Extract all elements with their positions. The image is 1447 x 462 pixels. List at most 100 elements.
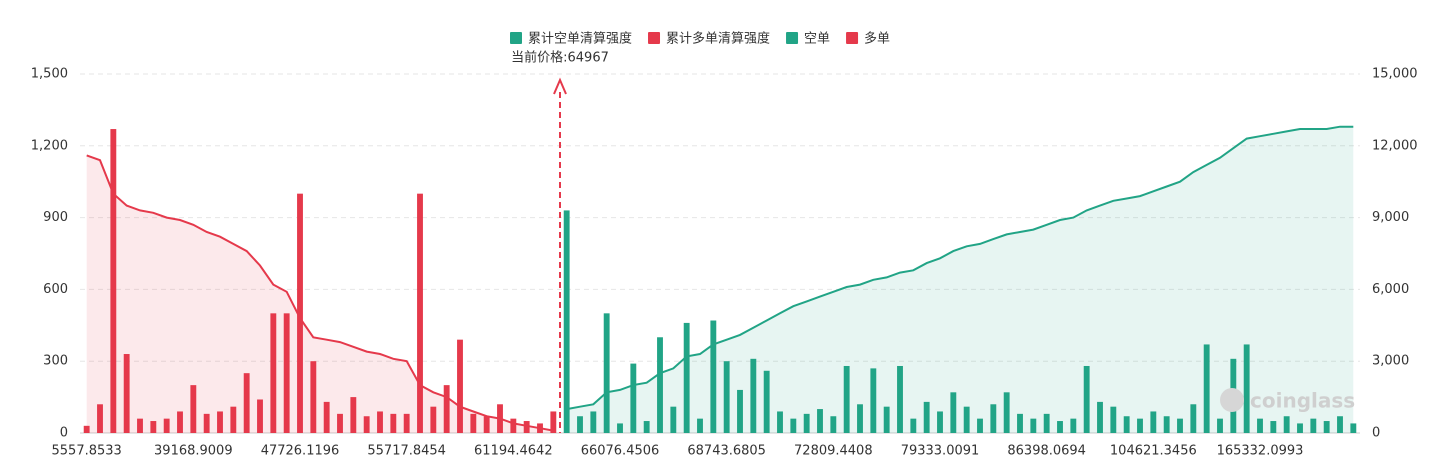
bar <box>403 413 410 433</box>
y2-tick-label: 6,000 <box>1372 282 1409 297</box>
bar <box>1137 418 1143 433</box>
bar <box>1323 421 1330 433</box>
bar <box>457 339 463 433</box>
bar <box>497 404 503 433</box>
legend-label: 空单 <box>804 32 830 47</box>
bar <box>683 322 690 433</box>
cumulative-line <box>86 154 554 432</box>
bar <box>577 416 583 433</box>
bar <box>763 370 770 433</box>
bar <box>750 358 757 433</box>
x-tick-label: 39168.9009 <box>154 444 233 459</box>
x-tick-label: 55717.8454 <box>367 444 446 459</box>
bar <box>830 416 837 433</box>
bar <box>550 411 557 433</box>
bar <box>870 368 877 433</box>
bar <box>190 385 197 433</box>
bar <box>777 411 783 433</box>
y-tick-label: 1,200 <box>31 138 68 153</box>
bar <box>950 392 957 433</box>
x-tick-label: 47726.1196 <box>261 444 340 459</box>
bar <box>643 421 650 433</box>
current-price-arrow <box>553 77 567 95</box>
legend-swatch <box>846 32 859 44</box>
bar <box>323 401 330 433</box>
x-tick-label: 72809.4408 <box>794 444 873 459</box>
y-tick-label: 600 <box>43 282 68 297</box>
bar <box>883 406 890 433</box>
x-tick-label: 61194.4642 <box>474 444 553 459</box>
y-tick-label: 1,500 <box>31 67 68 82</box>
bar <box>430 406 437 433</box>
y2-tick-label: 0 <box>1372 426 1380 441</box>
bar <box>283 313 290 433</box>
bar <box>443 385 450 433</box>
x-tick-label: 79333.0091 <box>901 444 980 459</box>
watermark-logo <box>1220 388 1244 412</box>
bar <box>1177 418 1183 433</box>
bar <box>563 210 570 433</box>
y-tick-label: 0 <box>60 426 68 441</box>
y2-tick-label: 9,000 <box>1372 210 1409 225</box>
bar <box>123 354 130 433</box>
x-tick-label: 165332.0993 <box>1217 444 1304 459</box>
bar <box>417 193 423 433</box>
x-tick-label: 66076.4506 <box>581 444 660 459</box>
x-tick-label: 5557.8533 <box>52 444 122 459</box>
bar <box>363 416 370 433</box>
bar <box>1297 423 1303 433</box>
bar <box>1203 344 1210 433</box>
bar <box>270 313 277 433</box>
y-tick-label: 300 <box>43 354 68 369</box>
bar <box>803 413 810 433</box>
bar <box>697 418 703 433</box>
y2-tick-label: 12,000 <box>1372 138 1418 153</box>
bar <box>1337 416 1343 433</box>
bar <box>1243 344 1250 433</box>
legend-label: 多单 <box>864 31 890 47</box>
bar <box>257 399 263 433</box>
bar <box>1270 421 1277 433</box>
bar <box>1110 406 1117 433</box>
bar <box>1217 418 1223 433</box>
bar <box>990 404 997 433</box>
bar <box>390 413 397 433</box>
bar <box>857 404 863 433</box>
area-fill <box>566 126 1354 433</box>
x-tick-label: 86398.0694 <box>1007 444 1086 459</box>
bar <box>1310 418 1317 433</box>
bar <box>350 397 357 433</box>
bar <box>337 413 343 433</box>
bar <box>910 418 917 433</box>
bar <box>217 411 223 433</box>
bar <box>243 373 250 433</box>
bar <box>230 406 237 433</box>
bar <box>1070 418 1077 433</box>
area-fill <box>86 155 554 433</box>
current-price-label: 当前价格:64967 <box>511 50 609 66</box>
bar <box>470 413 477 433</box>
bar <box>1017 413 1023 433</box>
bar <box>657 337 663 433</box>
watermark: coinglass <box>1250 389 1355 413</box>
bar <box>590 411 597 433</box>
legend-swatch <box>648 32 661 44</box>
bar <box>710 320 717 433</box>
bar <box>1190 404 1197 433</box>
bar <box>1150 411 1157 433</box>
bar <box>817 409 823 433</box>
bar <box>177 411 183 433</box>
bar <box>897 365 903 433</box>
bar <box>83 425 90 433</box>
bar <box>377 411 383 433</box>
bar <box>603 313 610 433</box>
bar <box>1083 365 1090 433</box>
bar <box>670 406 677 433</box>
legend-swatch <box>786 32 799 44</box>
bar <box>203 413 210 433</box>
legend-label: 累计多单清算强度 <box>666 31 770 47</box>
bar <box>977 418 983 433</box>
bar <box>963 406 970 433</box>
bar <box>1097 401 1103 433</box>
